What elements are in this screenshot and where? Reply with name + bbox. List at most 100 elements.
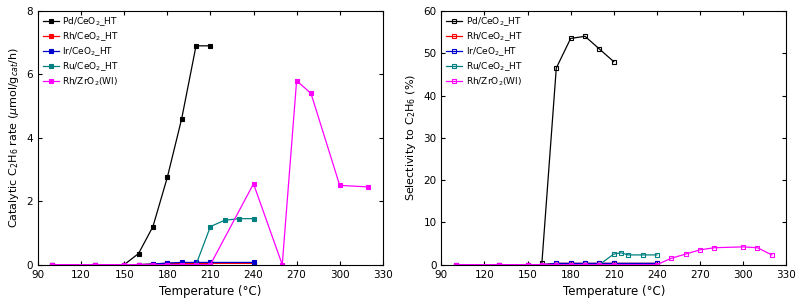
Rh/ZrO$_2$(WI) bbox=[191, 263, 200, 267]
Ir/CeO$_2$_HT bbox=[565, 262, 575, 265]
Ir/CeO$_2$_HT bbox=[593, 262, 603, 265]
Ir/CeO$_2$_HT bbox=[522, 263, 532, 267]
Ru/CeO$_2$_HT bbox=[249, 217, 258, 221]
Ru/CeO$_2$_HT bbox=[565, 263, 575, 267]
Rh/CeO$_2$_HT bbox=[537, 263, 546, 267]
Rh/ZrO$_2$(WI) bbox=[593, 263, 603, 267]
Rh/CeO$_2$_HT bbox=[580, 262, 589, 265]
Rh/CeO$_2$_HT bbox=[191, 262, 200, 265]
Rh/CeO$_2$_HT bbox=[162, 262, 172, 265]
Rh/ZrO$_2$(WI) bbox=[737, 245, 747, 249]
Rh/CeO$_2$_HT bbox=[651, 262, 661, 265]
Rh/ZrO$_2$(WI) bbox=[119, 263, 129, 267]
Ru/CeO$_2$_HT bbox=[651, 253, 661, 257]
Rh/CeO$_2$_HT bbox=[205, 262, 215, 265]
Ir/CeO$_2$_HT bbox=[493, 263, 503, 267]
Pd/CeO$_2$_HT bbox=[148, 225, 157, 228]
Ir/CeO$_2$_HT bbox=[176, 260, 186, 264]
Rh/ZrO$_2$(WI) bbox=[766, 253, 776, 257]
Ru/CeO$_2$_HT bbox=[176, 263, 186, 267]
Ru/CeO$_2$_HT bbox=[451, 263, 460, 267]
Ru/CeO$_2$_HT bbox=[148, 263, 157, 267]
Ru/CeO$_2$_HT bbox=[119, 263, 129, 267]
Rh/ZrO$_2$(WI) bbox=[249, 182, 258, 186]
Ir/CeO$_2$_HT bbox=[580, 262, 589, 265]
Ir/CeO$_2$_HT bbox=[651, 262, 661, 265]
Pd/CeO$_2$_HT bbox=[608, 60, 618, 63]
Line: Rh/CeO$_2$_HT: Rh/CeO$_2$_HT bbox=[50, 261, 256, 267]
Ru/CeO$_2$_HT bbox=[191, 263, 200, 267]
Rh/ZrO$_2$(WI) bbox=[306, 92, 315, 95]
Ru/CeO$_2$_HT bbox=[580, 263, 589, 267]
Ru/CeO$_2$_HT bbox=[234, 217, 244, 221]
Line: Ru/CeO$_2$_HT: Ru/CeO$_2$_HT bbox=[452, 250, 658, 267]
Ru/CeO$_2$_HT bbox=[493, 263, 503, 267]
Ru/CeO$_2$_HT bbox=[622, 253, 632, 257]
Legend: Pd/CeO$_2$_HT, Rh/CeO$_2$_HT, Ir/CeO$_2$_HT, Ru/CeO$_2$_HT, Rh/ZrO$_2$(WI): Pd/CeO$_2$_HT, Rh/CeO$_2$_HT, Ir/CeO$_2$… bbox=[41, 14, 121, 90]
Rh/CeO$_2$_HT bbox=[119, 263, 129, 267]
Rh/ZrO$_2$(WI) bbox=[680, 252, 690, 256]
Rh/ZrO$_2$(WI) bbox=[522, 263, 532, 267]
Ru/CeO$_2$_HT bbox=[637, 253, 646, 257]
Rh/ZrO$_2$(WI) bbox=[551, 263, 561, 267]
Line: Rh/ZrO$_2$(WI): Rh/ZrO$_2$(WI) bbox=[452, 244, 773, 267]
Rh/ZrO$_2$(WI) bbox=[709, 246, 719, 249]
Rh/CeO$_2$_HT bbox=[608, 262, 618, 265]
Line: Rh/CeO$_2$_HT: Rh/CeO$_2$_HT bbox=[452, 261, 658, 267]
Pd/CeO$_2$_HT bbox=[119, 263, 129, 267]
Rh/ZrO$_2$(WI) bbox=[334, 184, 344, 187]
Rh/ZrO$_2$(WI) bbox=[91, 263, 100, 267]
X-axis label: Temperature (°C): Temperature (°C) bbox=[562, 285, 664, 298]
Ir/CeO$_2$_HT bbox=[162, 261, 172, 265]
Rh/CeO$_2$_HT bbox=[493, 263, 503, 267]
Rh/ZrO$_2$(WI) bbox=[277, 263, 286, 267]
Rh/ZrO$_2$(WI) bbox=[291, 79, 301, 83]
Ir/CeO$_2$_HT bbox=[249, 260, 258, 264]
Rh/CeO$_2$_HT bbox=[249, 262, 258, 265]
Ir/CeO$_2$_HT bbox=[148, 262, 157, 266]
Ir/CeO$_2$_HT bbox=[608, 262, 618, 265]
Pd/CeO$_2$_HT bbox=[537, 261, 546, 264]
Ru/CeO$_2$_HT bbox=[522, 263, 532, 267]
Rh/CeO$_2$_HT bbox=[593, 262, 603, 265]
Line: Ir/CeO$_2$_HT: Ir/CeO$_2$_HT bbox=[50, 260, 256, 267]
Ir/CeO$_2$_HT bbox=[451, 263, 460, 267]
Line: Ru/CeO$_2$_HT: Ru/CeO$_2$_HT bbox=[50, 216, 256, 267]
Rh/CeO$_2$_HT bbox=[451, 263, 460, 267]
Rh/ZrO$_2$(WI) bbox=[695, 248, 704, 252]
Rh/ZrO$_2$(WI) bbox=[493, 263, 503, 267]
Rh/ZrO$_2$(WI) bbox=[176, 263, 186, 267]
Y-axis label: Selectivity to C$_2$H$_6$ (%): Selectivity to C$_2$H$_6$ (%) bbox=[403, 74, 417, 201]
Pd/CeO$_2$_HT bbox=[176, 117, 186, 120]
X-axis label: Temperature (°C): Temperature (°C) bbox=[159, 285, 261, 298]
Rh/ZrO$_2$(WI) bbox=[751, 246, 761, 249]
Rh/CeO$_2$_HT bbox=[522, 263, 532, 267]
Pd/CeO$_2$_HT bbox=[47, 263, 57, 267]
Line: Pd/CeO$_2$_HT: Pd/CeO$_2$_HT bbox=[539, 34, 615, 265]
Rh/CeO$_2$_HT bbox=[134, 263, 144, 267]
Line: Pd/CeO$_2$_HT: Pd/CeO$_2$_HT bbox=[50, 43, 213, 267]
Rh/ZrO$_2$(WI) bbox=[47, 263, 57, 267]
Rh/ZrO$_2$(WI) bbox=[565, 263, 575, 267]
Y-axis label: Catalytic C$_2$H$_6$ rate ($\mu$mol/g$_{cat}$/h): Catalytic C$_2$H$_6$ rate ($\mu$mol/g$_{… bbox=[7, 47, 21, 228]
Rh/ZrO$_2$(WI) bbox=[134, 263, 144, 267]
Pd/CeO$_2$_HT bbox=[134, 252, 144, 255]
Ru/CeO$_2$_HT bbox=[551, 263, 561, 267]
Ru/CeO$_2$_HT bbox=[608, 252, 618, 256]
Rh/ZrO$_2$(WI) bbox=[363, 185, 373, 189]
Ir/CeO$_2$_HT bbox=[91, 263, 100, 267]
Ir/CeO$_2$_HT bbox=[47, 263, 57, 267]
Ir/CeO$_2$_HT bbox=[205, 260, 215, 264]
Pd/CeO$_2$_HT bbox=[162, 176, 172, 179]
Pd/CeO$_2$_HT bbox=[593, 47, 603, 51]
Rh/ZrO$_2$(WI) bbox=[651, 263, 661, 267]
Pd/CeO$_2$_HT bbox=[91, 263, 100, 267]
Rh/CeO$_2$_HT bbox=[176, 262, 186, 265]
Rh/ZrO$_2$(WI) bbox=[148, 263, 157, 267]
Ir/CeO$_2$_HT bbox=[551, 262, 561, 265]
Rh/ZrO$_2$(WI) bbox=[162, 263, 172, 267]
Ru/CeO$_2$_HT bbox=[162, 263, 172, 267]
Rh/ZrO$_2$(WI) bbox=[451, 263, 460, 267]
Ru/CeO$_2$_HT bbox=[220, 218, 229, 222]
Ru/CeO$_2$_HT bbox=[91, 263, 100, 267]
